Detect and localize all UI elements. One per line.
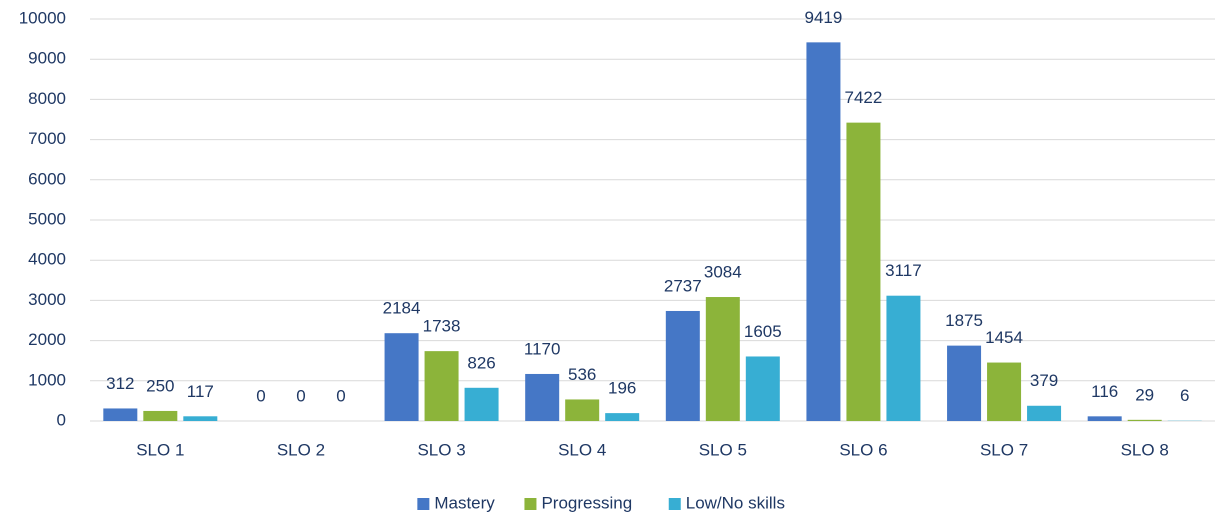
value-label: 196 [608, 379, 636, 398]
y-tick-label: 4000 [28, 250, 66, 269]
value-label: 2184 [383, 299, 421, 318]
x-tick-label: SLO 4 [558, 440, 606, 459]
value-label: 1875 [945, 311, 983, 330]
value-label: 0 [256, 386, 265, 405]
y-tick-label: 1000 [28, 370, 66, 389]
bar [525, 373, 560, 421]
x-tick-label: SLO 5 [699, 440, 747, 459]
value-label: 0 [296, 386, 305, 405]
bar [464, 387, 499, 421]
legend-swatch [524, 498, 537, 510]
y-tick-label: 9000 [28, 49, 66, 68]
x-tick-label: SLO 8 [1121, 440, 1169, 459]
bar [947, 345, 982, 421]
bar [665, 310, 700, 421]
value-label: 6 [1180, 386, 1189, 405]
value-label: 0 [336, 386, 345, 405]
bar [565, 399, 600, 421]
y-tick-label: 3000 [28, 290, 66, 309]
x-tick-label: SLO 3 [417, 440, 465, 459]
bar [987, 362, 1022, 421]
value-label: 2737 [664, 276, 702, 295]
value-label: 29 [1135, 385, 1154, 404]
y-tick-label: 0 [57, 410, 66, 429]
bar [424, 351, 459, 421]
value-label: 1605 [744, 322, 782, 341]
x-tick-label: SLO 7 [980, 440, 1028, 459]
bar [806, 42, 841, 421]
y-tick-label: 2000 [28, 330, 66, 349]
bar [886, 295, 921, 421]
y-tick-label: 10000 [19, 8, 66, 27]
legend-swatch [417, 498, 430, 510]
bar [745, 356, 780, 421]
legend-label: Low/No skills [686, 493, 785, 512]
bar [705, 297, 740, 421]
bar [143, 410, 178, 421]
legend-label: Progressing [541, 493, 632, 512]
value-label: 250 [146, 376, 174, 395]
bar [1087, 416, 1122, 421]
value-label: 117 [187, 382, 214, 401]
bar [384, 333, 419, 421]
bar [1127, 419, 1162, 421]
value-label: 536 [568, 365, 596, 384]
value-label: 826 [467, 353, 495, 372]
value-label: 3084 [704, 263, 742, 282]
value-label: 1170 [524, 339, 561, 358]
bar [605, 413, 640, 421]
y-tick-label: 5000 [28, 209, 66, 228]
value-label: 1738 [423, 317, 461, 336]
value-label: 1454 [985, 328, 1023, 347]
value-label: 9419 [805, 8, 843, 27]
value-label: 312 [106, 374, 134, 393]
value-label: 3117 [885, 261, 922, 280]
y-tick-label: 8000 [28, 89, 66, 108]
x-tick-label: SLO 1 [136, 440, 184, 459]
y-tick-label: 6000 [28, 169, 66, 188]
legend-swatch [668, 498, 681, 510]
x-tick-label: SLO 6 [839, 440, 887, 459]
bar [1027, 405, 1062, 421]
bar [103, 408, 138, 421]
x-tick-label: SLO 2 [277, 440, 325, 459]
value-label: 7422 [845, 88, 883, 107]
legend-label: Mastery [434, 493, 495, 512]
bar [183, 416, 218, 421]
value-label: 116 [1091, 382, 1118, 401]
bar [846, 122, 881, 422]
value-label: 379 [1030, 371, 1058, 390]
y-tick-label: 7000 [28, 129, 66, 148]
